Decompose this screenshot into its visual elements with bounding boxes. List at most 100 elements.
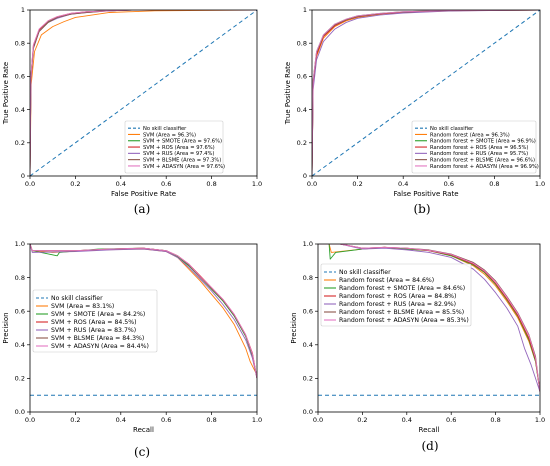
legend-label: SVM + ROS (Area = 84.5%) — [51, 319, 137, 326]
x-axis-label: False Positive Rate — [393, 190, 458, 198]
legend-label: No skill classifier — [430, 126, 474, 132]
legend-label: Random forest + SMOTE (Area = 84.6%) — [339, 285, 465, 292]
x-tick-label: 0.4 — [116, 416, 126, 424]
y-tick-label: 0.0 — [15, 408, 25, 416]
y-tick-label: 0.8 — [303, 274, 313, 282]
x-tick-label: 0.8 — [489, 180, 499, 188]
y-tick-label: 0.2 — [303, 375, 313, 383]
legend-label: Random forest + ADASYN (Area = 85.3%) — [339, 317, 469, 324]
chart-panel: 0.0 0.2 0.4 0.6 0.8 1.0 0 0.2 0.4 0.6 0.8 1 False Po… — [284, 6, 545, 216]
y-tick-label: 0.6 — [303, 307, 313, 315]
y-axis-label: True Positive Rate — [284, 62, 292, 125]
x-tick-label: 0.2 — [352, 180, 362, 188]
legend-label: Random forest + ROS (Area = 96.5%) — [430, 145, 528, 151]
y-tick-label: 0.2 — [297, 139, 307, 147]
x-tick-label: 0.8 — [206, 416, 216, 424]
y-tick-label: 0.4 — [297, 106, 307, 114]
legend-label: No skill classifier — [51, 295, 103, 302]
axes-frame — [311, 9, 541, 177]
panel-label: (b) — [413, 202, 430, 216]
y-tick-label: 0.6 — [15, 307, 25, 315]
legend-box — [32, 289, 158, 353]
y-axis-label: True Positive Rate — [2, 62, 10, 125]
x-tick-label: 0.0 — [307, 180, 317, 188]
plot-area — [318, 244, 540, 396]
legend-label: Random forest + ROS (Area = 84.8%) — [339, 293, 456, 300]
legend-box — [124, 120, 224, 174]
x-tick-label: 0.6 — [161, 416, 171, 424]
x-axis-label: Recall — [419, 426, 440, 434]
plot-area — [30, 244, 257, 396]
y-tick-label: 0.4 — [303, 341, 313, 349]
x-tick-label: 1.0 — [535, 180, 545, 188]
y-tick-label: 1 — [21, 6, 25, 14]
series-line — [30, 244, 257, 379]
y-tick-label: 0.8 — [297, 39, 307, 47]
legend-label: Random forest + RUS (Area = 82.9%) — [339, 301, 456, 308]
x-axis-label: Recall — [133, 426, 154, 434]
y-tick-label: 0.2 — [15, 139, 25, 147]
legend-box — [411, 120, 537, 174]
legend-label: Random forest (Area = 84.6%) — [339, 277, 434, 284]
legend-label: No skill classifier — [339, 269, 391, 276]
series-line — [318, 244, 540, 392]
x-tick-label: 0.4 — [402, 416, 412, 424]
x-tick-label: 1.0 — [252, 180, 262, 188]
legend-label: SVM (Area = 96.3%) — [143, 132, 196, 138]
y-tick-label: 1.0 — [303, 240, 313, 248]
legend-box — [320, 263, 472, 327]
legend-label: SVM + ADASYN (Area = 97.6%) — [143, 164, 225, 170]
legend-label: SVM + ADASYN (Area = 84.4%) — [51, 343, 149, 350]
panel-label: (a) — [134, 202, 151, 216]
y-tick-label: 0.6 — [297, 73, 307, 81]
legend-label: Random forest + ADASYN (Area = 96.9%) — [430, 164, 539, 170]
x-tick-label: 0.2 — [70, 416, 80, 424]
y-tick-label: 1.0 — [15, 240, 25, 248]
series-line — [318, 244, 540, 392]
legend-label: SVM + RUS (Area = 97.4%) — [143, 151, 214, 157]
x-tick-label: 0.8 — [490, 416, 500, 424]
legend-label: SVM + SMOTE (Area = 84.2%) — [51, 311, 145, 318]
x-tick-label: 0.4 — [398, 180, 408, 188]
legend-label: SVM + BLSME (Area = 84.3%) — [51, 335, 144, 342]
x-tick-label: 1.0 — [252, 416, 262, 424]
x-tick-label: 0.6 — [444, 180, 454, 188]
x-tick-label: 0.2 — [357, 416, 367, 424]
x-tick-label: 0.0 — [25, 180, 35, 188]
x-tick-label: 0.4 — [116, 180, 126, 188]
chart-panel: 0.0 0.2 0.4 0.6 0.8 1.0 0.0 0.2 0.4 0.6 0.8 1.0 Reca… — [2, 240, 262, 459]
y-tick-label: 0.4 — [15, 341, 25, 349]
legend-label: Random forest + BLSME (Area = 96.6%) — [430, 158, 535, 164]
x-tick-label: 0.6 — [161, 180, 171, 188]
panel-label: (c) — [134, 445, 150, 459]
legend-label: Random forest (Area = 96.3%) — [430, 132, 510, 138]
y-tick-label: 1 — [303, 6, 307, 14]
plot-area — [312, 10, 540, 176]
y-tick-label: 0.8 — [15, 274, 25, 282]
x-tick-label: 0.2 — [70, 180, 80, 188]
legend-label: Random forest + BLSME (Area = 85.5%) — [339, 309, 464, 316]
panel-label: (d) — [421, 439, 438, 453]
legend-label: SVM + SMOTE (Area = 97.6%) — [143, 139, 222, 145]
y-tick-label: 0.2 — [15, 375, 25, 383]
x-tick-label: 0.0 — [25, 416, 35, 424]
y-tick-label: 0 — [21, 172, 25, 180]
series-line — [312, 10, 540, 176]
legend-label: No skill classifier — [143, 126, 187, 132]
y-tick-label: 0 — [303, 172, 307, 180]
plot-area — [30, 10, 257, 176]
y-tick-label: 0.8 — [15, 39, 25, 47]
y-tick-label: 0.6 — [15, 73, 25, 81]
y-tick-label: 0.0 — [303, 408, 313, 416]
y-tick-label: 0.4 — [15, 106, 25, 114]
axes-frame — [29, 9, 258, 177]
x-axis-label: False Positive Rate — [111, 190, 176, 198]
y-axis-label: Precision — [2, 312, 10, 343]
baseline-line — [312, 10, 540, 176]
axes-frame — [317, 243, 541, 413]
x-tick-label: 0.8 — [206, 180, 216, 188]
